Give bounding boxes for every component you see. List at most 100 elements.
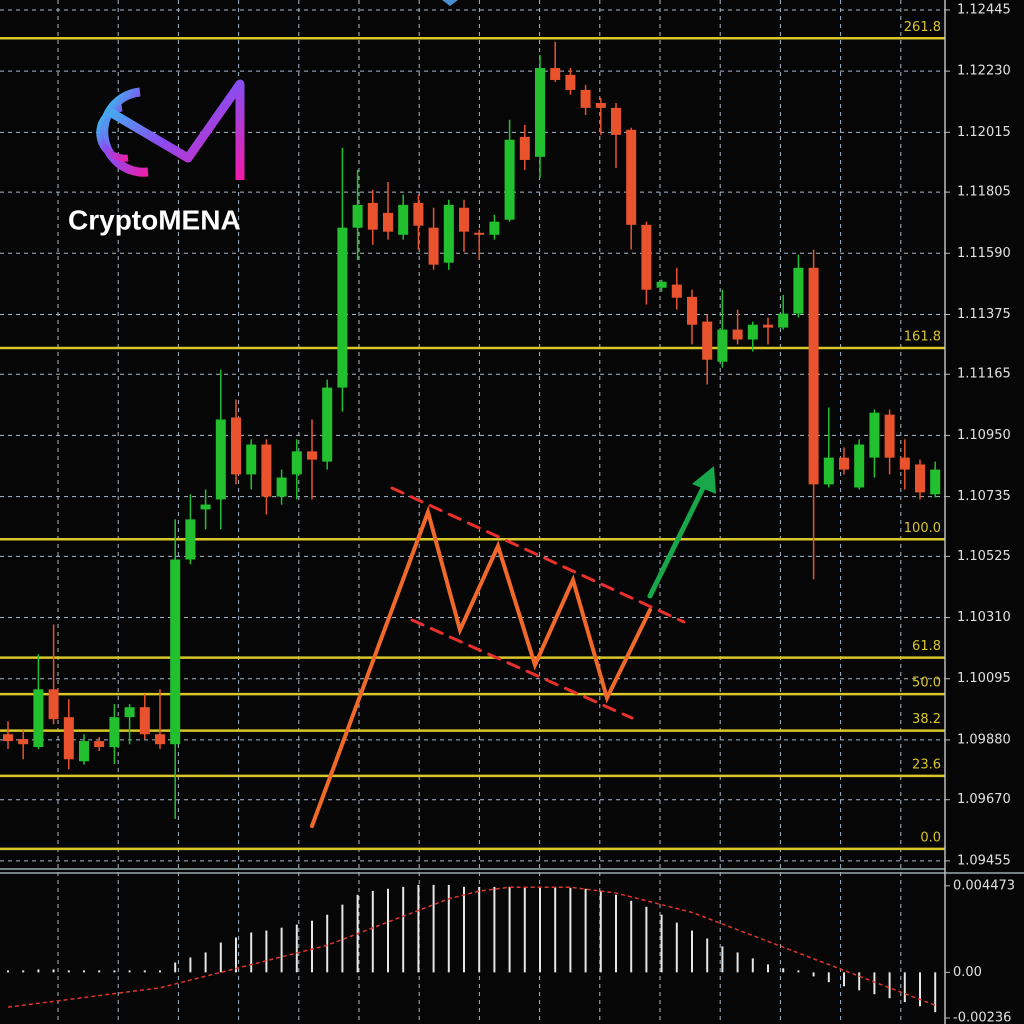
candle-body	[246, 444, 257, 475]
candle-body	[732, 329, 743, 340]
candle-body	[337, 227, 348, 388]
candle-body	[641, 224, 652, 290]
candle-body	[550, 68, 561, 80]
y-tick-label: 1.09455	[957, 853, 1011, 868]
candle-body	[702, 321, 713, 360]
fib-label: 38.2	[912, 712, 941, 727]
candle-body	[474, 232, 485, 235]
pattern-line	[310, 505, 652, 828]
y-tick-label: 1.10950	[957, 428, 1011, 443]
candle-body	[854, 444, 865, 488]
candle-body	[155, 734, 165, 745]
arrow-head	[692, 466, 716, 494]
candle-body	[869, 412, 880, 458]
candle-body	[48, 689, 59, 720]
candle-body	[109, 717, 120, 748]
candle-body	[185, 519, 196, 560]
candles	[3, 41, 941, 820]
candle-body	[763, 324, 773, 328]
candle-body	[611, 107, 621, 135]
y-tick-label: 1.10095	[957, 671, 1011, 686]
candle-body	[504, 139, 515, 220]
fib-label: 161.8	[904, 329, 941, 344]
candle-body	[322, 387, 333, 462]
candle-body	[671, 284, 682, 298]
candle-body	[307, 451, 317, 460]
candle-body	[565, 74, 576, 90]
candle-body	[428, 227, 439, 265]
fib-label: 23.6	[912, 757, 941, 772]
candle-body	[793, 267, 804, 314]
signal-line	[7, 886, 936, 1008]
candle-body	[717, 329, 728, 362]
candle-body	[443, 204, 454, 263]
y-tick-label: 1.10735	[957, 489, 1011, 504]
candle-body	[63, 717, 74, 760]
candle-body	[398, 204, 409, 235]
candle-body	[291, 451, 302, 475]
candle-body	[261, 444, 272, 497]
y-tick-label: 1.11805	[957, 185, 1011, 200]
candle-body	[656, 281, 667, 288]
fib-label: 61.8	[912, 639, 941, 654]
candle-body	[823, 457, 834, 485]
candle-body	[18, 739, 29, 745]
candle-body	[215, 419, 226, 500]
candle-body	[778, 313, 789, 328]
candle-body	[899, 457, 910, 470]
channel-line	[410, 618, 634, 720]
y-tick-label: 1.09880	[957, 732, 1011, 747]
fib-label: 261.8	[904, 20, 941, 35]
logo-c	[99, 87, 149, 177]
indicator-tick-label: 0.004473	[953, 878, 1015, 893]
y-tick-label: 1.10310	[957, 610, 1011, 625]
candle-body	[595, 103, 606, 108]
candle-body	[884, 414, 895, 458]
candle-body	[231, 417, 241, 475]
candle-body	[519, 136, 530, 160]
candle-body	[626, 129, 637, 225]
candle-body	[687, 296, 697, 325]
candle-body	[352, 204, 363, 228]
candle-body	[580, 89, 591, 108]
candle-body	[459, 207, 469, 232]
candle-body	[276, 477, 287, 497]
y-tick-label: 1.12230	[957, 64, 1011, 79]
pattern-drawing	[310, 466, 716, 828]
candle-body	[930, 469, 941, 495]
marker	[442, 0, 458, 6]
candle-body	[200, 504, 211, 510]
fib-label: 100.0	[904, 521, 941, 536]
candle-body	[3, 734, 13, 742]
logo-m	[107, 79, 245, 180]
indicator	[7, 884, 937, 1013]
candle-body	[124, 707, 135, 718]
fib-label: 0.0	[920, 830, 941, 845]
candle-body	[33, 689, 44, 748]
fibonacci: 0.0 23.6 38.2 50.0 61.8 100.0 161.8 261.8	[0, 20, 945, 851]
indicator-tick-label: 0.00	[953, 965, 982, 980]
brand-name: CryptoMENA	[68, 204, 241, 235]
y-tick-label: 1.11165	[957, 367, 1011, 382]
candle-body	[747, 324, 758, 340]
channel-line	[390, 486, 686, 624]
candle-body	[915, 464, 925, 493]
candle-body	[413, 202, 424, 226]
y-tick-label: 1.09670	[957, 792, 1011, 807]
candle-body	[367, 202, 378, 230]
y-tick-label: 1.12015	[957, 125, 1011, 140]
fib-label: 50.0	[912, 676, 941, 691]
candle-body	[535, 68, 545, 157]
candle-body	[383, 212, 393, 232]
candle-body	[94, 741, 105, 748]
breakout-arrow	[647, 483, 707, 599]
candle-body	[808, 267, 819, 485]
candle-body	[489, 221, 500, 235]
y-tick-label: 1.12445	[957, 2, 1011, 17]
y-tick-label: 1.10525	[957, 549, 1011, 564]
candle-body	[79, 741, 89, 762]
indicator-tick-label: -0.00236	[953, 1011, 1011, 1024]
candle-body	[170, 559, 181, 745]
y-tick-label: 1.11375	[957, 307, 1011, 322]
